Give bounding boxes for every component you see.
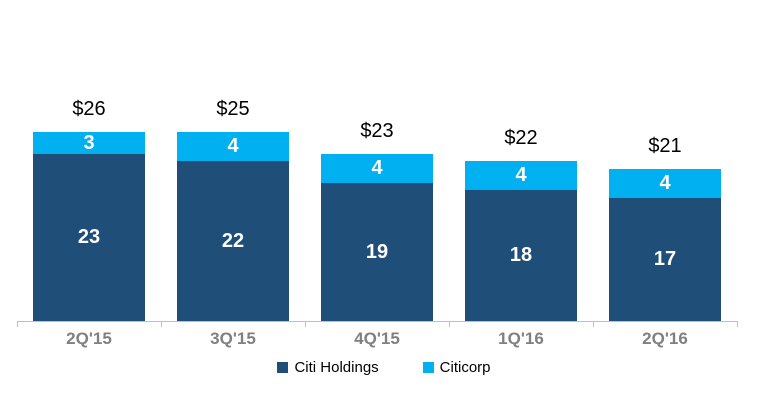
axis-tick — [593, 321, 594, 327]
axis-tick — [17, 321, 18, 327]
x-axis-label: 2Q'16 — [642, 329, 688, 348]
bar-total-label: $25 — [216, 98, 250, 120]
citicorp-bar-segment: 4 — [177, 132, 289, 161]
x-axis-label: 4Q'15 — [354, 329, 400, 348]
legend-item-citi-holdings: Citi Holdings — [277, 359, 379, 376]
legend-item-citicorp: Citicorp — [422, 359, 491, 376]
axis-tick — [449, 321, 450, 327]
citicorp-swatch-icon — [422, 362, 434, 373]
axis-tick — [161, 321, 162, 327]
citi-holdings-bar-segment: 19 — [321, 183, 433, 321]
citi-holdings-bar-segment: 17 — [609, 198, 721, 321]
citi-holdings-bar-segment: 23 — [33, 154, 145, 321]
bar-total-label: $21 — [648, 135, 682, 157]
bar-total-label: $22 — [504, 127, 538, 149]
x-axis-line — [17, 321, 738, 322]
axis-tick — [305, 321, 306, 327]
legend-label-citicorp: Citicorp — [439, 359, 491, 376]
legend-label-citi-holdings: Citi Holdings — [294, 359, 379, 376]
x-axis-label: 2Q'15 — [66, 329, 112, 348]
citicorp-bar-segment: 4 — [609, 169, 721, 198]
legend: Citi Holdings Citicorp — [0, 359, 768, 376]
axis-tick — [737, 321, 738, 327]
x-axis-label: 1Q'16 — [498, 329, 544, 348]
x-axis-label: 3Q'15 — [210, 329, 256, 348]
citicorp-bar-segment: 4 — [321, 154, 433, 183]
citi-holdings-bar-segment: 18 — [465, 190, 577, 321]
citi-holdings-swatch-icon — [277, 362, 289, 373]
bar-total-label: $26 — [72, 98, 106, 120]
citicorp-bar-segment: 4 — [465, 161, 577, 190]
citicorp-bar-segment: 3 — [33, 132, 145, 154]
bar-total-label: $23 — [360, 120, 394, 142]
citi-holdings-bar-segment: 22 — [177, 161, 289, 321]
